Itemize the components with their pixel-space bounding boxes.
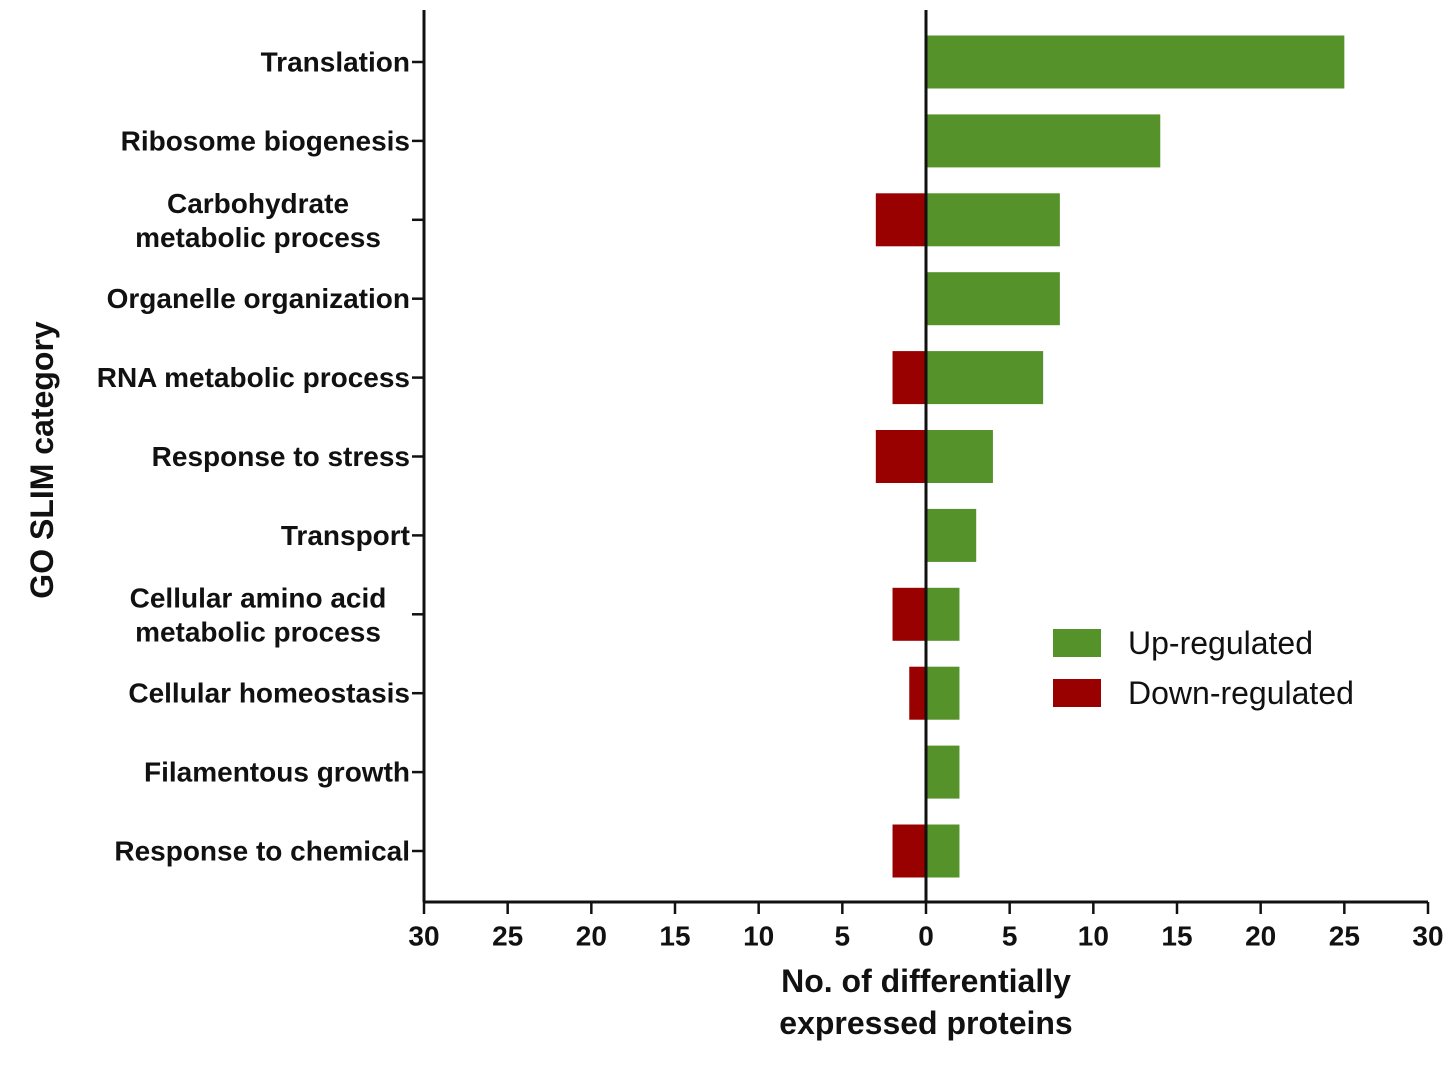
down-bar-7 — [892, 587, 926, 641]
x-tick-label-0: 30 — [408, 921, 439, 952]
up-bar-10 — [926, 824, 960, 878]
category-label-8: Cellular homeostasis — [128, 678, 410, 709]
x-tick-label-7: 5 — [1002, 921, 1018, 952]
category-label-10: Response to chemical — [114, 836, 410, 867]
x-tick-label-8: 10 — [1078, 921, 1109, 952]
up-bar-8 — [926, 666, 960, 720]
up-bar-1 — [926, 114, 1161, 168]
y-axis-ticks — [412, 60, 424, 853]
x-axis-tick-labels: 30 25 20 15 10 5 0 5 10 15 20 25 30 — [408, 921, 1443, 952]
x-tick-label-12: 30 — [1412, 921, 1443, 952]
x-tick-label-5: 5 — [835, 921, 851, 952]
up-bar-6 — [926, 508, 977, 562]
x-tick-label-9: 15 — [1161, 921, 1192, 952]
down-bar-10 — [892, 824, 926, 878]
down-bar-2 — [875, 193, 926, 247]
y-axis-title: GO SLIM category — [24, 321, 60, 599]
category-label-1: Ribosome biogenesis — [121, 125, 410, 156]
category-label-0: Translation — [261, 47, 410, 78]
up-regulated-bars — [926, 35, 1345, 878]
category-label-7: Cellular amino acid metabolic process — [130, 582, 387, 647]
up-bar-2 — [926, 193, 1060, 247]
up-bar-4 — [926, 351, 1044, 405]
legend: Up-regulated Down-regulated — [1053, 625, 1354, 711]
category-label-9: Filamentous growth — [144, 757, 410, 788]
x-tick-label-10: 20 — [1245, 921, 1276, 952]
up-bar-7 — [926, 587, 960, 641]
category-label-5: Response to stress — [152, 441, 410, 472]
category-label-6: Transport — [281, 520, 410, 551]
x-tick-label-11: 25 — [1329, 921, 1360, 952]
down-bar-4 — [892, 351, 926, 405]
x-tick-label-3: 15 — [659, 921, 690, 952]
category-label-2: Carbohydrate metabolic process — [135, 187, 381, 252]
legend-label-1: Down-regulated — [1128, 675, 1354, 711]
x-tick-label-4: 10 — [743, 921, 774, 952]
up-bar-0 — [926, 35, 1345, 89]
x-tick-label-2: 20 — [576, 921, 607, 952]
legend-label-0: Up-regulated — [1128, 625, 1313, 661]
down-bar-8 — [909, 666, 926, 720]
x-axis-title: No. of differentially expressed proteins — [779, 963, 1072, 1041]
x-axis-ticks — [422, 902, 1430, 914]
category-label-4: RNA metabolic process — [97, 362, 410, 393]
category-labels: Translation Ribosome biogenesis Carbohydra… — [97, 47, 410, 867]
legend-swatch-1 — [1053, 679, 1101, 707]
up-bar-9 — [926, 745, 960, 799]
up-bar-3 — [926, 272, 1060, 326]
down-regulated-bars — [875, 193, 926, 878]
legend-swatch-0 — [1053, 629, 1101, 657]
down-bar-5 — [875, 430, 926, 483]
x-tick-label-6: 0 — [918, 921, 934, 952]
category-label-3: Organelle organization — [107, 283, 410, 314]
up-bar-5 — [926, 430, 993, 483]
x-tick-label-1: 25 — [492, 921, 523, 952]
